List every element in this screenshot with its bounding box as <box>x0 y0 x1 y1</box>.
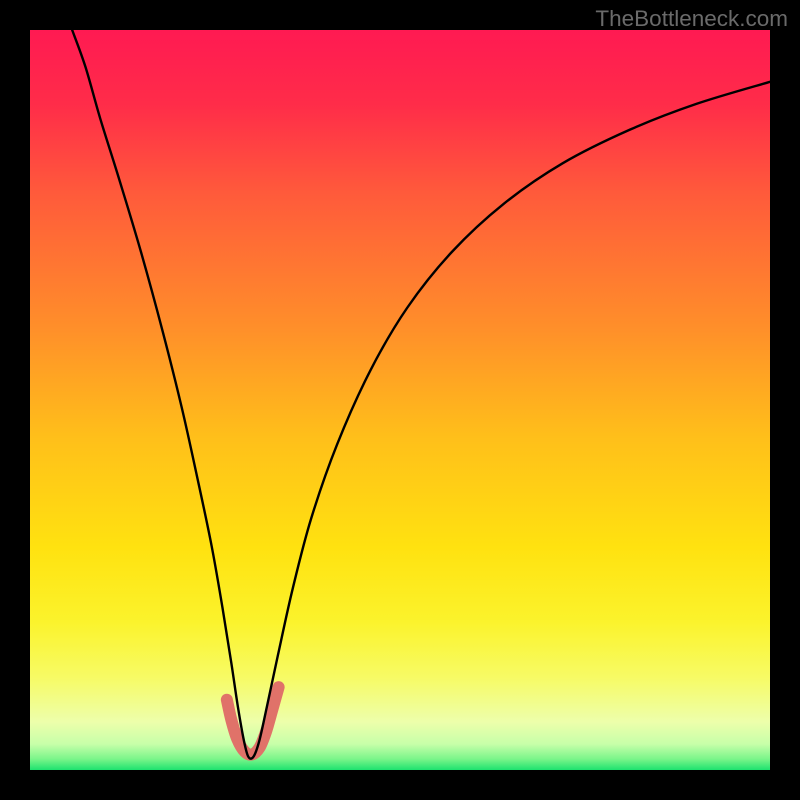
bottleneck-curve-path <box>72 30 770 759</box>
plot-area <box>30 30 770 770</box>
dip-highlight-path <box>227 687 279 755</box>
watermark-text: TheBottleneck.com <box>595 6 788 32</box>
curve-layer <box>30 30 770 770</box>
